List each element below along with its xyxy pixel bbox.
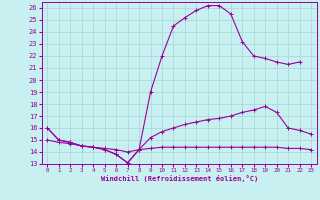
X-axis label: Windchill (Refroidissement éolien,°C): Windchill (Refroidissement éolien,°C): [100, 175, 258, 182]
